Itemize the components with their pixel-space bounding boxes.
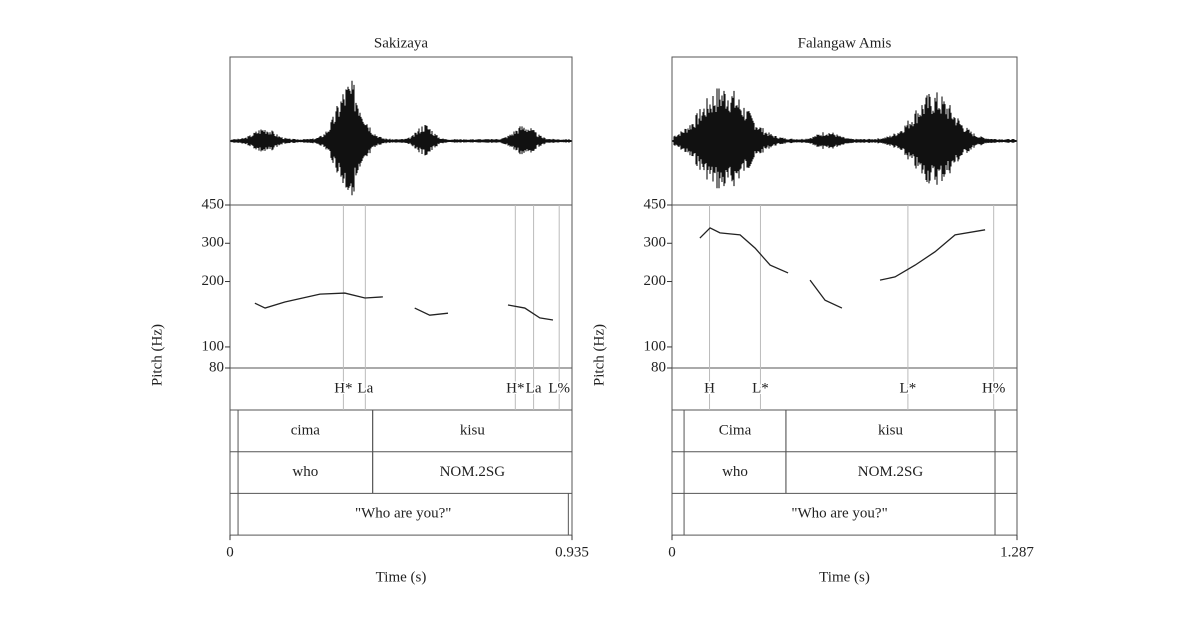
y-tick-label: 100 <box>202 338 225 354</box>
x-tick-label: 0 <box>668 545 676 561</box>
x-tick-label: 0.935 <box>555 545 589 561</box>
tone-label: H% <box>982 380 1005 396</box>
tier-frame <box>229 204 573 536</box>
y-axis-label: Pitch (Hz) <box>149 324 165 386</box>
y-tick-label: 80 <box>209 359 224 375</box>
tone-label: H* <box>506 380 524 396</box>
pitch-track <box>254 292 554 321</box>
tier-frame <box>671 204 1018 536</box>
tone-label: La <box>357 380 373 396</box>
y-tick-label: 450 <box>202 196 225 212</box>
tier-label: who <box>722 464 748 480</box>
y-tick-label: 300 <box>202 235 225 251</box>
tier-label: Cima <box>719 422 752 438</box>
y-tick-label: 200 <box>644 273 667 289</box>
y-axis-label: Pitch (Hz) <box>591 324 607 386</box>
pitch-track <box>699 227 986 309</box>
panel: Sakizaya 80 100 200 300 450 Pitch (Hz) 0 0.935 Ti… <box>149 35 588 585</box>
tone-label: H <box>704 380 715 396</box>
waveform <box>673 88 1015 189</box>
waveform <box>231 80 570 196</box>
y-tick-label: 300 <box>644 235 667 251</box>
panel-title: Falangaw Amis <box>798 35 892 51</box>
y-tick-label: 100 <box>644 338 667 354</box>
panel: Falangaw Amis 80 100 200 300 450 Pitch (Hz) 0 1.… <box>591 35 1034 585</box>
x-tick-label: 1.287 <box>1000 545 1034 561</box>
y-tick-label: 450 <box>644 196 667 212</box>
tone-label: L* <box>752 380 769 396</box>
panel-title: Sakizaya <box>374 35 428 51</box>
tone-label: La <box>526 380 542 396</box>
tone-label: L% <box>548 380 570 396</box>
tier-label: "Who are you?" <box>791 506 887 522</box>
x-axis-label: Time (s) <box>819 569 870 585</box>
y-tick-label: 80 <box>651 359 666 375</box>
tone-label: H* <box>334 380 352 396</box>
tier-label: NOM.2SG <box>440 464 506 480</box>
tier-label: kisu <box>460 422 486 438</box>
tier-label: who <box>292 464 318 480</box>
tone-label: L* <box>900 380 917 396</box>
x-tick-label: 0 <box>226 545 234 561</box>
tier-label: cima <box>291 422 320 438</box>
tier-label: "Who are you?" <box>355 506 451 522</box>
tier-label: kisu <box>878 422 904 438</box>
x-axis-label: Time (s) <box>376 569 427 585</box>
tier-label: NOM.2SG <box>858 464 924 480</box>
y-tick-label: 200 <box>202 273 225 289</box>
